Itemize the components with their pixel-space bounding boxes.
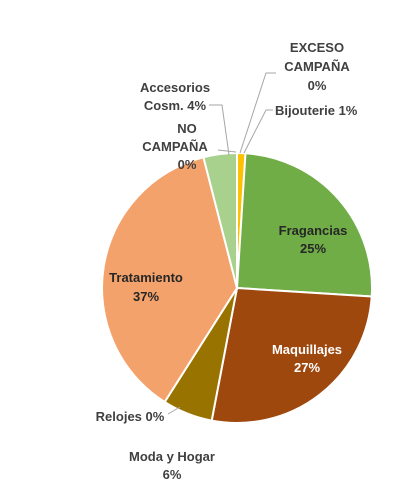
leader-line-bijouterie: [243, 109, 273, 154]
leader-lines-layer: [167, 72, 276, 415]
data-label-fragancias-name: Fragancias: [279, 223, 348, 238]
data-label-accesorios-line2: Cosm. 4%: [144, 98, 207, 113]
data-label-no-campana-line1: NO: [177, 121, 197, 136]
data-label-maquillajes-pct: 27%: [294, 360, 320, 375]
data-label-no-campana-line3: 0%: [178, 157, 197, 172]
data-label-maquillajes-name: Maquillajes: [272, 342, 342, 357]
data-label-bijouterie: Bijouterie 1%: [275, 103, 358, 118]
data-label-relojes: Relojes 0%: [96, 409, 165, 424]
data-label-exceso-line1: EXCESO: [290, 40, 344, 55]
leader-line-relojes: [167, 406, 181, 415]
data-label-accesorios-line1: Accesorios: [140, 80, 210, 95]
data-label-tratamiento-name: Tratamiento: [109, 270, 183, 285]
leader-line-accesorios: [209, 104, 230, 156]
data-label-fragancias-pct: 25%: [300, 241, 326, 256]
data-label-tratamiento-pct: 37%: [133, 289, 159, 304]
data-label-exceso-line2: CAMPAÑA: [284, 59, 350, 74]
data-labels-layer: EXCESO CAMPAÑA 0% Bijouterie 1% Accesori…: [96, 40, 358, 482]
slices-layer: [101, 152, 373, 424]
pie-slice-fragancias: [236, 152, 373, 298]
data-label-moda-line1: Moda y Hogar: [129, 449, 215, 464]
pie-slice-accesorios-cosm: [202, 152, 238, 289]
data-label-moda-line2: 6%: [163, 467, 182, 482]
leader-line-exceso: [239, 72, 276, 154]
data-label-no-campana-line2: CAMPAÑA: [142, 139, 208, 154]
pie-slice-tratamiento: [101, 156, 238, 403]
data-label-exceso-line3: 0%: [308, 78, 327, 93]
pie-slice-maquillajes: [210, 287, 373, 424]
leader-line-no-campana: [217, 149, 237, 153]
